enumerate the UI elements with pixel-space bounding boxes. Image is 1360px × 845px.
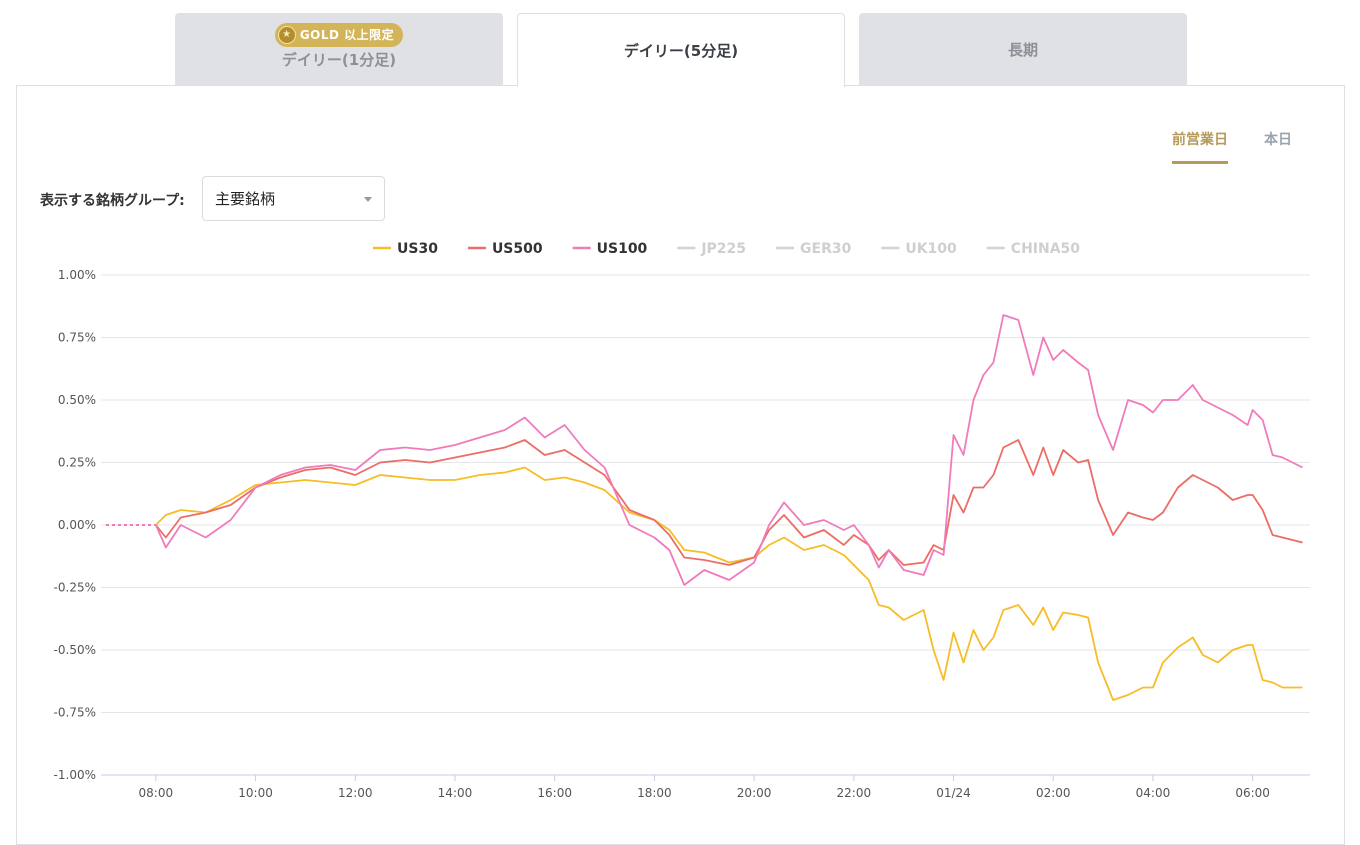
x-tick-label: 22:00 — [837, 786, 872, 800]
y-tick-label: 0.50% — [58, 393, 96, 407]
chart-grid — [101, 274, 1310, 776]
gold-badge-label: GOLD 以上限定 — [299, 28, 395, 42]
legend-item-us500[interactable]: US500 — [467, 241, 543, 257]
y-tick-label: 1.00% — [58, 268, 96, 282]
gold-only-badge: ★ GOLD 以上限定 — [274, 22, 404, 47]
x-tick-label: 12:00 — [338, 786, 373, 800]
group-select[interactable]: 主要銘柄 — [202, 176, 385, 221]
x-tick-label: 10:00 — [238, 786, 273, 800]
tab-daily-1min[interactable]: ★ GOLD 以上限定 デイリー(1分足) — [175, 13, 503, 85]
x-tick-label: 08:00 — [139, 786, 174, 800]
line-chart: US30 US500 US100 JP225 GER30 UK100 CHINA50 1.0… — [54, 241, 1310, 800]
gold-coin-icon: ★ — [277, 25, 296, 44]
y-tick-label: 0.75% — [58, 331, 96, 345]
tab-label: デイリー(1分足) — [281, 50, 397, 69]
legend-item-jp225[interactable]: JP225 — [677, 241, 746, 257]
x-axis: 08:00 10:00 12:00 14:00 16:00 18:00 20:00 22:00… — [139, 775, 1270, 800]
toggle-today[interactable]: 本日 — [1264, 132, 1292, 148]
tab-daily-5min[interactable]: デイリー(5分足) — [517, 13, 845, 87]
chart-series — [105, 314, 1303, 701]
legend-item-ger30[interactable]: GER30 — [776, 241, 852, 257]
legend-item-us100[interactable]: US100 — [572, 241, 648, 257]
legend-label: US500 — [492, 241, 543, 257]
series-us500-line — [155, 439, 1303, 566]
x-tick-label: 02:00 — [1036, 786, 1071, 800]
chevron-down-icon — [364, 197, 372, 202]
legend-label: JP225 — [700, 241, 746, 257]
series-us100-line — [155, 314, 1303, 586]
legend-item-uk100[interactable]: UK100 — [881, 241, 957, 257]
legend-label: US30 — [397, 241, 438, 257]
y-tick-label: 0.00% — [58, 518, 96, 532]
legend-label: UK100 — [905, 241, 957, 257]
tab-label: デイリー(5分足) — [623, 42, 739, 60]
y-tick-label: -1.00% — [54, 768, 96, 782]
legend-item-china50[interactable]: CHINA50 — [986, 241, 1080, 257]
y-tick-label: -0.50% — [54, 643, 96, 657]
x-tick-label: 06:00 — [1235, 786, 1270, 800]
group-select-value: 主要銘柄 — [215, 190, 276, 208]
legend-label: US100 — [597, 241, 648, 257]
x-tick-label: 20:00 — [737, 786, 772, 800]
legend-item-us30[interactable]: US30 — [373, 241, 438, 257]
tab-label: 長期 — [1007, 40, 1038, 59]
group-selector-label: 表示する銘柄グループ: — [40, 193, 185, 209]
x-tick-label: 18:00 — [637, 786, 672, 800]
x-tick-label: 04:00 — [1136, 786, 1171, 800]
y-tick-label: -0.25% — [54, 581, 96, 595]
legend-label: GER30 — [800, 241, 852, 257]
x-tick-label: 16:00 — [537, 786, 572, 800]
series-us30-line — [155, 466, 1303, 701]
y-tick-label: 0.25% — [58, 456, 96, 470]
legend-label: CHINA50 — [1011, 241, 1080, 257]
x-tick-label: 01/24 — [936, 786, 971, 800]
toggle-previous-business-day[interactable]: 前営業日 — [1172, 129, 1228, 164]
y-tick-label: -0.75% — [54, 706, 96, 720]
tab-long-term[interactable]: 長期 — [859, 13, 1187, 85]
x-tick-label: 14:00 — [438, 786, 473, 800]
chart-legend: US30 US500 US100 JP225 GER30 UK100 CHINA50 — [373, 241, 1080, 257]
y-axis: 1.00% 0.75% 0.50% 0.25% 0.00% -0.25% -0.50% -0.… — [54, 268, 96, 782]
